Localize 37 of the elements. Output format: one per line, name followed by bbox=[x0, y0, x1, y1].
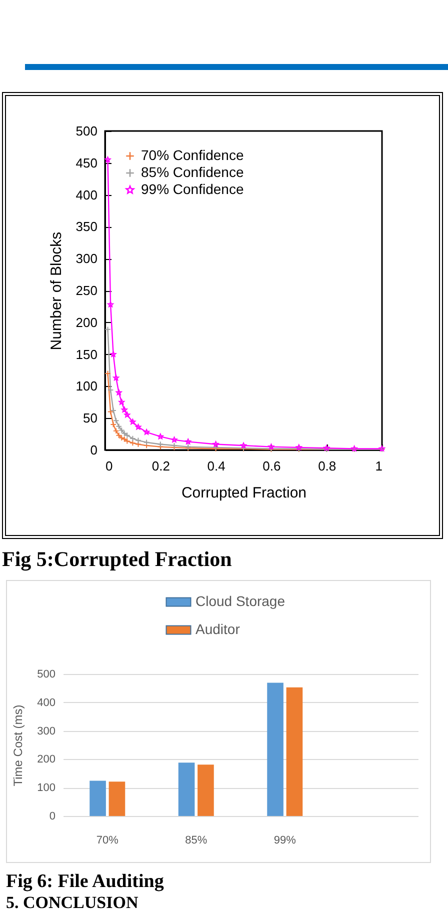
y-tick-label: 450 bbox=[76, 155, 98, 170]
y-tick-label: 350 bbox=[76, 219, 98, 234]
x-tick-label: 0.4 bbox=[207, 458, 226, 474]
legend-label: Cloud Storage bbox=[196, 593, 286, 609]
y-tick-label: 200 bbox=[37, 754, 56, 766]
x-tick-label: 0 bbox=[106, 458, 113, 474]
legend-label: 70% Confidence bbox=[141, 147, 244, 163]
x-tick-label: 70% bbox=[96, 834, 119, 846]
y-tick-label: 300 bbox=[76, 251, 98, 266]
y-axis-title: Number of Blocks bbox=[48, 232, 65, 350]
y-tick-label: 50 bbox=[83, 410, 98, 426]
y-tick-label: 0 bbox=[49, 810, 56, 822]
y-tick-label: 100 bbox=[37, 782, 56, 794]
caption: Fig 6: File Auditing bbox=[6, 871, 164, 893]
y-tick-label: 100 bbox=[76, 378, 98, 394]
text: 5. CONCLUSION bbox=[6, 893, 138, 912]
y-tick-label: 500 bbox=[37, 668, 56, 680]
x-tick-label: 0.6 bbox=[262, 458, 281, 474]
y-tick-label: 200 bbox=[76, 314, 98, 330]
y-tick-label: 150 bbox=[76, 346, 98, 362]
x-tick-label: 85% bbox=[185, 834, 208, 846]
y-tick-label: 0 bbox=[90, 442, 98, 458]
legend-label: 99% Confidence bbox=[141, 181, 244, 197]
y-tick-label: 400 bbox=[76, 187, 98, 202]
y-tick-label: 400 bbox=[37, 696, 56, 709]
y-tick-label: 250 bbox=[76, 283, 98, 298]
x-tick-label: 1 bbox=[375, 458, 382, 474]
x-tick-label: 99% bbox=[274, 834, 296, 846]
y-tick-label: 500 bbox=[76, 124, 98, 138]
y-axis-title: Time Cost (ms) bbox=[11, 704, 26, 786]
caption: Fig 5:Corrupted Fraction bbox=[2, 547, 232, 572]
x-tick-label: 0.2 bbox=[152, 458, 170, 474]
x-tick-label: 0.8 bbox=[318, 458, 336, 474]
y-tick-label: 300 bbox=[37, 725, 56, 738]
legend-label: Auditor bbox=[196, 621, 240, 637]
x-axis-title: Corrupted Fraction bbox=[181, 484, 307, 502]
legend-label: 85% Confidence bbox=[141, 164, 244, 180]
